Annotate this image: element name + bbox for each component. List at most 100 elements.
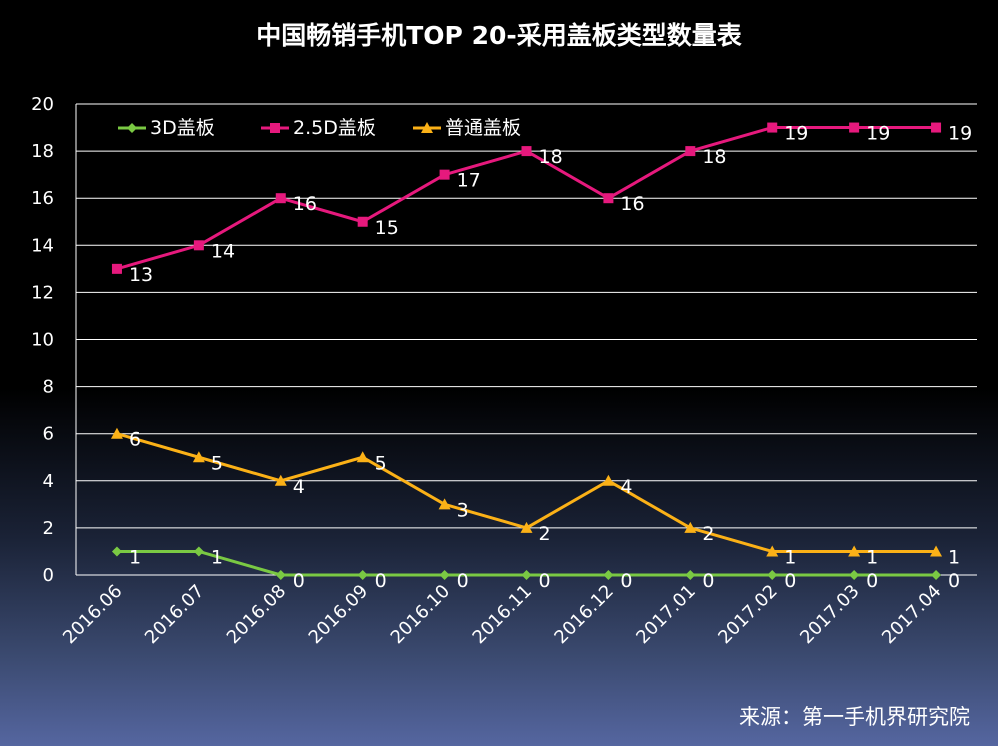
data-label: 0	[293, 570, 305, 592]
data-label: 0	[702, 570, 714, 592]
series-layer	[110, 122, 943, 580]
data-point	[930, 545, 943, 557]
data-point	[275, 570, 286, 580]
data-label: 0	[375, 570, 387, 592]
y-tick-label: 18	[31, 141, 54, 162]
series-2	[110, 427, 943, 557]
data-point	[520, 521, 533, 533]
data-point	[193, 240, 204, 251]
x-tick-label: 2017.02	[714, 581, 781, 648]
gridlines	[75, 103, 977, 576]
data-label: 2	[702, 523, 714, 545]
x-tick-label: 2016.11	[469, 581, 536, 648]
x-axis-ticks: 2016.06 2016.07 2016.08 2016.09 2016.10 2016.…	[59, 581, 946, 648]
data-label: 16	[620, 193, 644, 215]
legend-item: 普通盖板	[413, 117, 521, 139]
data-label: 15	[375, 217, 399, 239]
data-point	[766, 545, 779, 557]
data-point	[275, 193, 286, 204]
data-label: 6	[129, 429, 141, 451]
legend-item: 2.5D盖板	[261, 117, 376, 139]
data-point	[767, 570, 778, 580]
source-note: 来源：第一手机界研究院	[739, 705, 970, 729]
x-tick-label: 2016.08	[223, 581, 290, 648]
data-label: 13	[129, 264, 153, 286]
y-tick-label: 2	[43, 518, 54, 539]
legend-marker	[127, 123, 137, 133]
y-tick-label: 8	[43, 377, 54, 398]
data-label: 1	[129, 546, 141, 568]
data-point	[357, 216, 368, 227]
series-1	[111, 122, 942, 274]
data-label: 0	[948, 570, 960, 592]
legend: 3D盖板 2.5D盖板 普通盖板	[118, 117, 521, 139]
x-tick-label: 2016.12	[550, 581, 617, 648]
legend-label: 普通盖板	[445, 117, 521, 139]
x-tick-label: 2017.01	[632, 581, 699, 648]
data-label: 4	[293, 476, 305, 498]
data-label: 18	[702, 146, 726, 168]
data-label: 5	[211, 452, 223, 474]
data-point	[848, 545, 861, 557]
data-label: 0	[539, 570, 551, 592]
y-tick-label: 0	[43, 565, 54, 586]
data-point	[603, 570, 614, 580]
data-label: 1	[866, 546, 878, 568]
legend-label: 2.5D盖板	[293, 117, 376, 139]
y-tick-label: 6	[43, 424, 54, 445]
x-tick-label: 2017.03	[796, 581, 863, 648]
data-label: 2	[539, 523, 551, 545]
data-point	[439, 169, 450, 180]
y-tick-label: 16	[31, 188, 54, 209]
data-point	[521, 570, 532, 580]
y-tick-label: 20	[31, 94, 54, 115]
data-label: 19	[866, 123, 890, 145]
data-point	[931, 570, 942, 580]
data-label: 14	[211, 240, 235, 262]
y-tick-label: 10	[31, 330, 54, 351]
data-point	[767, 122, 778, 133]
x-tick-label: 2016.07	[141, 581, 208, 648]
y-tick-label: 12	[31, 282, 54, 303]
data-label: 4	[620, 476, 632, 498]
data-point	[685, 146, 696, 157]
data-point	[439, 570, 450, 580]
data-point	[274, 474, 287, 486]
y-axis-ticks: 0 2 4 6 8 10 12 14 16 18 20	[31, 94, 54, 586]
data-point	[684, 521, 697, 533]
data-label: 16	[293, 193, 317, 215]
data-point	[356, 451, 369, 463]
legend-label: 3D盖板	[150, 117, 215, 139]
data-point	[111, 546, 122, 557]
data-point	[685, 570, 696, 580]
x-tick-label: 2016.09	[305, 581, 372, 648]
y-tick-label: 4	[43, 471, 54, 492]
legend-marker	[270, 123, 280, 133]
data-label: 5	[375, 452, 387, 474]
data-point	[111, 263, 122, 274]
data-point	[602, 474, 615, 486]
data-point	[849, 570, 860, 580]
legend-item: 3D盖板	[118, 117, 215, 139]
x-tick-label: 2016.06	[59, 581, 126, 648]
data-label: 0	[866, 570, 878, 592]
data-label: 19	[784, 123, 808, 145]
data-point	[849, 122, 860, 133]
data-label: 18	[539, 146, 563, 168]
series-0	[111, 546, 942, 580]
data-label: 0	[620, 570, 632, 592]
data-point	[192, 451, 205, 463]
series-line	[116, 432, 937, 553]
data-label: 19	[948, 123, 972, 145]
data-label: 3	[457, 499, 469, 521]
data-point	[357, 570, 368, 580]
chart-title: 中国畅销手机TOP 20-采用盖板类型数量表	[256, 21, 742, 50]
data-point	[521, 146, 532, 157]
legend-marker	[421, 122, 433, 133]
data-point	[438, 498, 451, 510]
data-point	[603, 193, 614, 204]
x-tick-label: 2017.04	[878, 581, 945, 648]
data-label: 0	[457, 570, 469, 592]
